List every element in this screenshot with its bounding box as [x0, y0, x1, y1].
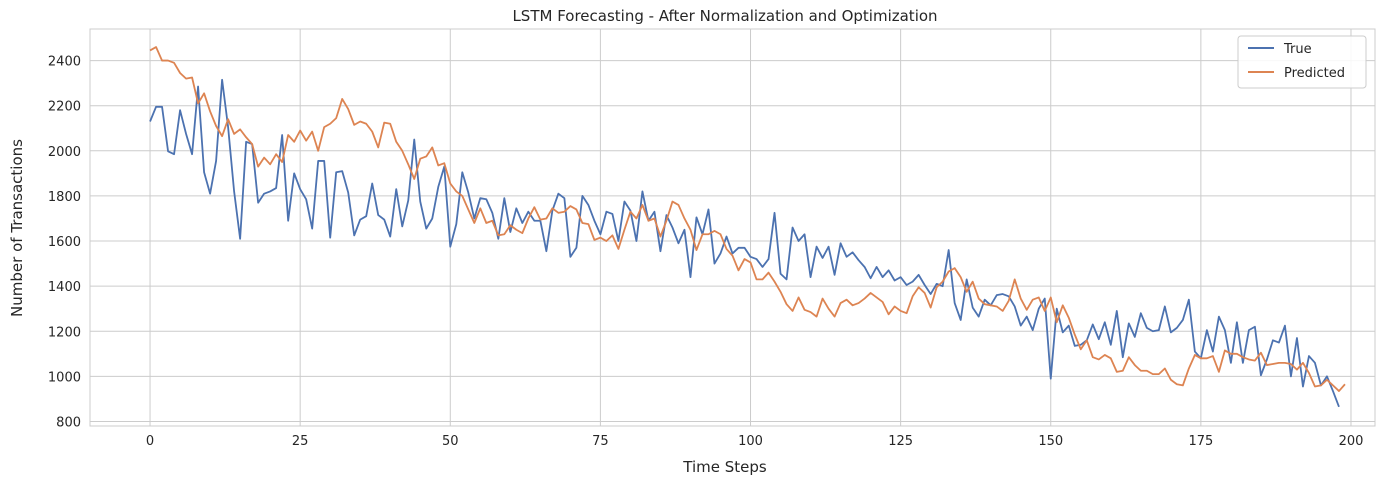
y-tick-label: 2200 [48, 100, 81, 115]
x-tick-label: 150 [1038, 434, 1063, 449]
x-tick-label: 100 [738, 434, 763, 449]
x-tick-label: 75 [592, 434, 609, 449]
legend: True Predicted [1237, 35, 1367, 89]
legend-label-true: True [1283, 42, 1312, 57]
y-tick-label: 1800 [48, 190, 81, 205]
series-line-true [149, 78, 1340, 408]
x-tick-label: 175 [1188, 434, 1213, 449]
y-tick-label: 1400 [48, 280, 81, 295]
series-lines [149, 46, 1346, 408]
y-tick-label: 1000 [48, 370, 81, 385]
plot-area [89, 28, 1376, 427]
y-tick-label: 800 [56, 415, 81, 430]
x-tick-label: 125 [888, 434, 913, 449]
gridlines [90, 29, 1375, 426]
y-axis-ticks: 800 1000 1200 1400 1600 1800 2000 2200 2400 [48, 55, 81, 431]
x-tick-label: 25 [292, 434, 309, 449]
y-axis-label: Number of Transactions [8, 139, 26, 317]
y-tick-label: 1600 [48, 235, 81, 250]
x-tick-label: 50 [442, 434, 459, 449]
y-tick-label: 1200 [48, 325, 81, 340]
series-line-predicted [149, 46, 1346, 392]
x-tick-label: 200 [1339, 434, 1364, 449]
x-axis-ticks: 0 25 50 75 100 125 150 175 200 [146, 434, 1363, 449]
x-axis-label: Time Steps [682, 458, 767, 476]
legend-label-predicted: Predicted [1284, 66, 1345, 81]
y-tick-label: 2000 [48, 145, 81, 160]
chart-title: LSTM Forecasting - After Normalization a… [512, 7, 937, 25]
y-tick-label: 2400 [48, 55, 81, 70]
x-tick-label: 0 [146, 434, 154, 449]
